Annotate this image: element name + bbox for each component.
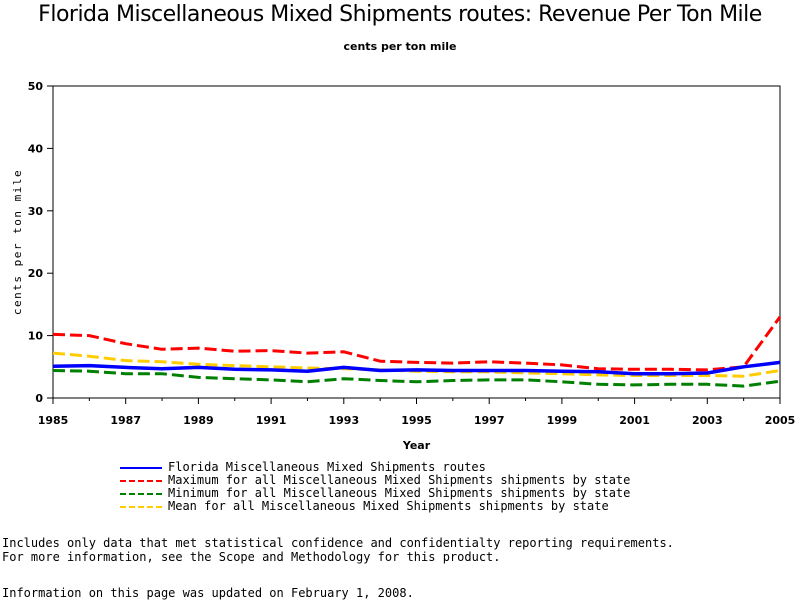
x-tick-label: 1993 [328,414,359,427]
legend-swatch [120,492,162,495]
footnote-confidence: Includes only data that met statistical … [2,536,674,550]
x-tick-label: 1985 [38,414,69,427]
y-tick-label: 50 [28,80,44,93]
x-tick-label: 1991 [256,414,287,427]
legend-swatch [120,479,162,482]
x-axis-label: Year [402,439,431,452]
legend-label: Mean for all Miscellaneous Mixed Shipmen… [168,499,609,513]
legend-item: Florida Miscellaneous Mixed Shipments ro… [120,461,630,474]
series-line-1 [52,316,782,372]
chart-title: Florida Miscellaneous Mixed Shipments ro… [38,2,762,27]
x-tick-label: 2001 [619,414,650,427]
line-chart: 0 10 20 30 40 50 1985 1987 1989 1991 1993 1995 1997 1… [11,80,796,452]
series-line-2 [52,369,781,388]
x-tick-label: 2005 [765,414,796,427]
legend-label: Minimum for all Miscellaneous Mixed Ship… [168,486,631,500]
y-tick-label: 10 [28,330,44,343]
legend-swatch [120,505,162,508]
x-tick-label: 2003 [692,414,723,427]
footnote-methodology: For more information, see the Scope and … [2,550,501,564]
y-tick-label: 40 [28,142,44,155]
update-notice: Information on this page was updated on … [2,586,414,600]
y-tick-label: 30 [28,205,44,218]
footnotes: Includes only data that met statistical … [2,536,674,564]
legend-item: Maximum for all Miscellaneous Mixed Ship… [120,474,630,487]
legend-swatch [120,466,162,469]
chart-subtitle: cents per ton mile [343,40,457,53]
plot-frame [52,85,781,399]
chart-legend: Florida Miscellaneous Mixed Shipments ro… [120,461,630,513]
legend-item: Mean for all Miscellaneous Mixed Shipmen… [120,500,630,513]
legend-label: Maximum for all Miscellaneous Mixed Ship… [168,473,631,487]
y-axis-label: cents per ton mile [11,169,24,315]
legend-label: Florida Miscellaneous Mixed Shipments ro… [168,460,486,474]
y-tick-label: 0 [35,392,43,405]
legend-item: Minimum for all Miscellaneous Mixed Ship… [120,487,630,500]
x-tick-label: 1997 [474,414,505,427]
x-tick-label: 1989 [183,414,214,427]
x-tick-label: 1987 [110,414,141,427]
x-tick-label: 1995 [401,414,432,427]
y-tick-label: 20 [28,267,44,280]
x-tick-label: 1999 [547,414,578,427]
series-line-0 [52,360,781,376]
